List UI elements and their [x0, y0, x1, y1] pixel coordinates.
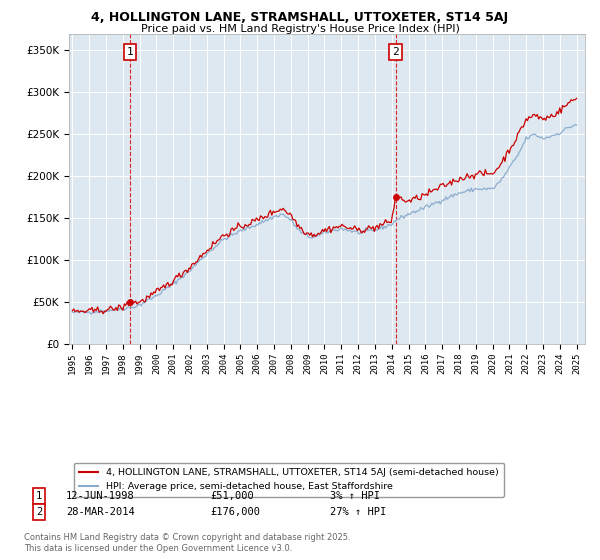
Text: £176,000: £176,000 [210, 507, 260, 517]
Text: 12-JUN-1998: 12-JUN-1998 [66, 491, 135, 501]
Text: £51,000: £51,000 [210, 491, 254, 501]
Text: 2: 2 [36, 507, 42, 517]
Text: 4, HOLLINGTON LANE, STRAMSHALL, UTTOXETER, ST14 5AJ: 4, HOLLINGTON LANE, STRAMSHALL, UTTOXETE… [91, 11, 509, 24]
Text: Contains HM Land Registry data © Crown copyright and database right 2025.
This d: Contains HM Land Registry data © Crown c… [24, 533, 350, 553]
Legend: 4, HOLLINGTON LANE, STRAMSHALL, UTTOXETER, ST14 5AJ (semi-detached house), HPI: : 4, HOLLINGTON LANE, STRAMSHALL, UTTOXETE… [74, 463, 504, 497]
Text: 27% ↑ HPI: 27% ↑ HPI [330, 507, 386, 517]
Text: 2: 2 [392, 47, 399, 57]
Text: 28-MAR-2014: 28-MAR-2014 [66, 507, 135, 517]
Text: Price paid vs. HM Land Registry's House Price Index (HPI): Price paid vs. HM Land Registry's House … [140, 24, 460, 34]
Text: 1: 1 [36, 491, 42, 501]
Text: 3% ↑ HPI: 3% ↑ HPI [330, 491, 380, 501]
Text: 1: 1 [127, 47, 134, 57]
